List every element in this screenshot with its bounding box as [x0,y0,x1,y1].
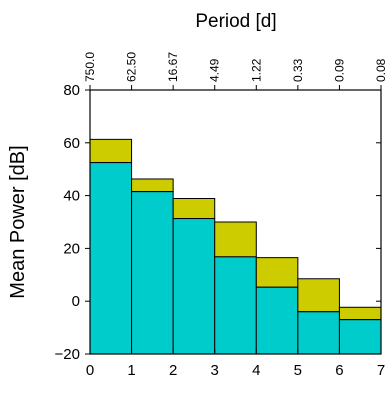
top-tick-label: 1.22 [249,58,263,82]
x-tick-label: 0 [86,362,94,379]
top-tick-label: 750.0 [83,52,97,82]
upper-bar-3 [214,221,257,258]
x-tick-label: 4 [252,362,260,379]
x-tick-label: 1 [127,362,135,379]
top-tick-label: 0.08 [374,58,388,82]
y-tick-label: 80 [63,82,80,99]
x-tick-label: 6 [335,362,343,379]
y-tick-label: 20 [63,240,80,257]
lower-bar-6 [338,319,382,355]
top-tick-label: 0.33 [291,58,305,82]
lower-bar-2 [172,218,216,355]
upper-bar-6 [338,306,382,321]
x-tick-label: 5 [294,362,302,379]
lower-bar-4 [255,286,299,355]
top-tick-label: 0.09 [332,58,346,82]
top-tick-label: 62.50 [125,52,139,82]
plot-frame [89,89,382,355]
x-tick-label: 3 [211,362,219,379]
top-tick-label: 16.67 [166,52,180,82]
upper-bar-4 [255,257,299,288]
lower-bar-5 [297,311,340,355]
x-tick-label: 7 [377,362,385,379]
y-axis-label: Mean Power [dB] [7,145,29,298]
upper-bar-2 [172,198,216,220]
upper-bar-1 [131,178,174,193]
x-tick-label: 2 [169,362,177,379]
lower-bar-3 [214,256,257,355]
y-tick-label: 0 [72,293,80,310]
top-axis-label: Period [d] [195,11,276,32]
lower-bar-0 [89,162,133,355]
upper-bar-0 [89,138,133,164]
y-tick-label: 40 [63,188,80,205]
lower-bar-1 [131,191,174,355]
upper-bar-5 [297,278,340,313]
bars-layer [89,138,382,355]
y-tick-label: 60 [63,135,80,152]
top-tick-label: 4.49 [208,58,222,82]
y-tick-label: −20 [55,346,80,363]
